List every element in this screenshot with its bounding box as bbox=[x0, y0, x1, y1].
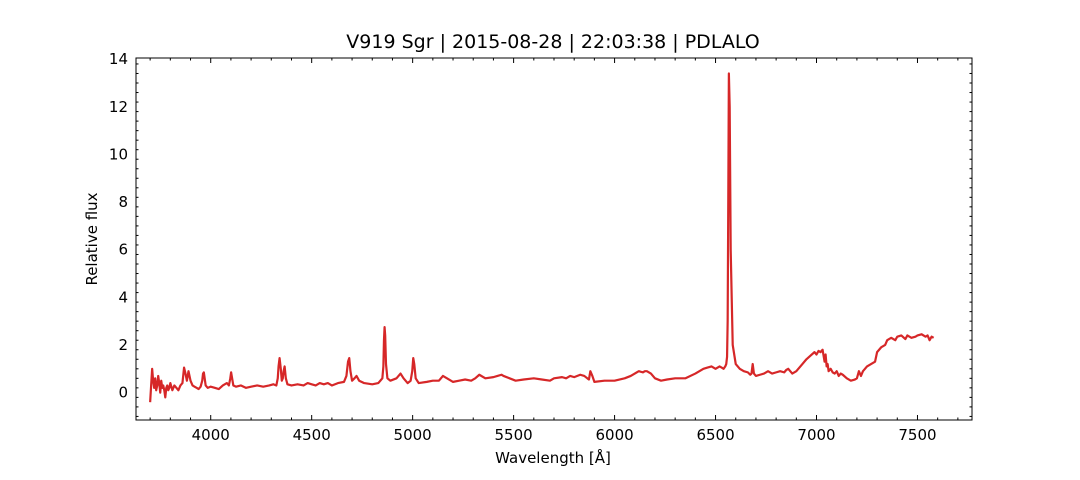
plot-area bbox=[149, 72, 935, 403]
x-tick-label: 7500 bbox=[898, 426, 936, 444]
y-tick-label: 4 bbox=[118, 288, 128, 306]
x-axis-label: Wavelength [Å] bbox=[495, 448, 611, 467]
x-tick-label: 6000 bbox=[595, 426, 633, 444]
y-axis-label: Relative flux bbox=[83, 192, 101, 285]
chart-title: V919 Sgr | 2015-08-28 | 22:03:38 | PDLAL… bbox=[346, 31, 759, 53]
x-tick-label: 4000 bbox=[192, 426, 230, 444]
y-tick-label: 14 bbox=[109, 50, 128, 68]
y-tick-label: 8 bbox=[118, 193, 128, 211]
plot-frame bbox=[135, 57, 973, 421]
spectrum-line-0 bbox=[149, 72, 935, 403]
y-tick-label: 6 bbox=[118, 241, 128, 259]
x-tick-label: 6500 bbox=[696, 426, 734, 444]
x-tick-label: 7000 bbox=[797, 426, 835, 444]
y-tick-label: 0 bbox=[118, 384, 128, 402]
y-axis: 0 2 4 6 8 10 12 14 bbox=[109, 50, 972, 417]
x-tick-label: 5500 bbox=[495, 426, 533, 444]
y-tick-label: 10 bbox=[109, 145, 128, 163]
x-tick-label: 5000 bbox=[394, 426, 432, 444]
y-tick-label: 2 bbox=[118, 336, 128, 354]
x-tick-label: 4500 bbox=[293, 426, 331, 444]
y-tick-label: 12 bbox=[109, 98, 128, 116]
x-axis: 4000 4500 5000 5500 6000 6500 7000 7500 bbox=[149, 58, 959, 444]
